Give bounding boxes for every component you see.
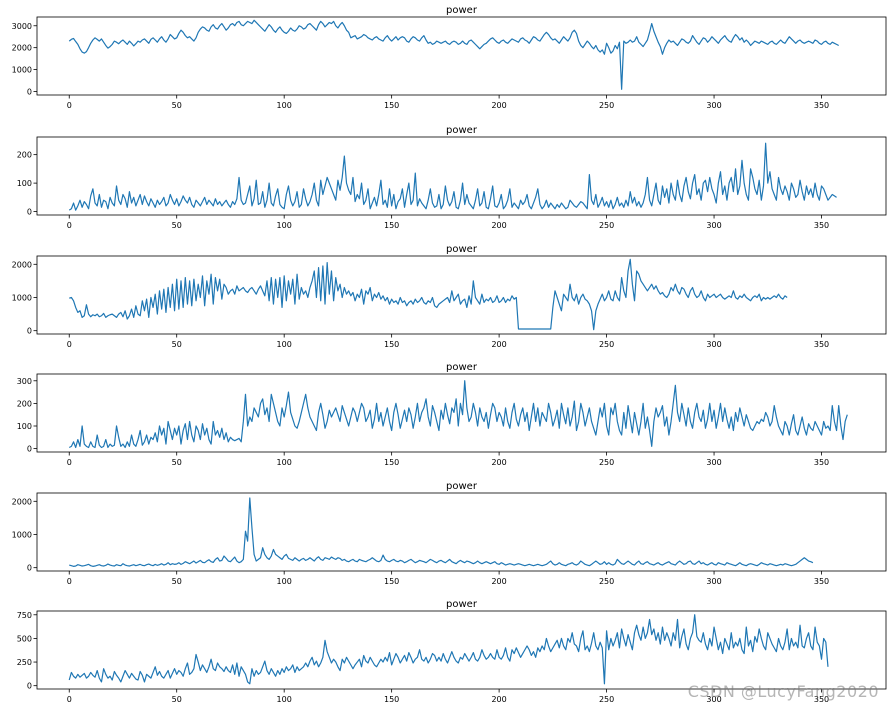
- subplot-3: power 0 50 100 150 200 250 300 350 0 1000 2000: [12, 244, 887, 349]
- x-tick-label: 300: [706, 221, 721, 230]
- x-tick-label: 350: [814, 458, 829, 467]
- x-tick-label: 150: [384, 577, 399, 586]
- x-tick-label: 200: [491, 101, 506, 110]
- subplot-6: power 0 50 100 150 200 250 300 350 0 250 500 750: [17, 599, 887, 704]
- axes-frame: [36, 610, 887, 690]
- x-tick-label: 100: [277, 458, 292, 467]
- subplot-title: power: [446, 599, 478, 610]
- x-tick-label: 0: [67, 458, 72, 467]
- y-tick-label: 200: [17, 151, 32, 160]
- x-tick-label: 0: [67, 577, 72, 586]
- subplot-title: power: [446, 5, 478, 16]
- x-tick-label: 300: [706, 577, 721, 586]
- x-tick-label: 250: [599, 340, 614, 349]
- x-tick-label: 100: [277, 695, 292, 704]
- watermark: CSDN @LucyFang2020: [687, 682, 879, 701]
- y-tick-label: 2000: [12, 44, 32, 53]
- y-tick-label: 250: [17, 658, 32, 667]
- y-tick-label: 2000: [12, 260, 32, 269]
- y-tick-label: 0: [27, 564, 32, 573]
- x-tick-label: 0: [67, 695, 72, 704]
- y-tick-label: 0: [27, 208, 32, 217]
- subplot-title: power: [446, 244, 478, 255]
- x-tick-label: 200: [491, 458, 506, 467]
- x-tick-label: 250: [599, 221, 614, 230]
- x-tick-label: 250: [599, 695, 614, 704]
- axes-frame: [36, 16, 887, 96]
- y-tick-label: 0: [27, 682, 32, 691]
- subplot-1: power 0 50 100 150 200 250 300 350 0 1000 2000 3000: [12, 5, 887, 110]
- series-line: [68, 142, 837, 211]
- x-tick-label: 250: [599, 101, 614, 110]
- y-tick-label: 2000: [12, 497, 32, 506]
- subplot-2: power 0 50 100 150 200 250 300 350 0 100 200: [17, 125, 887, 230]
- x-tick-label: 200: [491, 695, 506, 704]
- x-tick-label: 150: [384, 101, 399, 110]
- subplot-title: power: [446, 125, 478, 136]
- axes-frame: [36, 136, 887, 216]
- x-tick-label: 0: [67, 340, 72, 349]
- y-tick-label: 1000: [12, 530, 32, 539]
- x-tick-label: 0: [67, 101, 72, 110]
- y-tick-label: 1000: [12, 293, 32, 302]
- y-tick-label: 0: [27, 87, 32, 96]
- x-tick-label: 50: [172, 458, 182, 467]
- series-line: [69, 258, 788, 331]
- x-tick-label: 350: [814, 221, 829, 230]
- x-tick-label: 350: [814, 695, 829, 704]
- x-tick-label: 150: [384, 458, 399, 467]
- y-tick-label: 100: [17, 422, 32, 431]
- x-tick-label: 300: [706, 458, 721, 467]
- subplot-title: power: [446, 362, 478, 373]
- subplot-title: power: [446, 481, 478, 492]
- x-tick-label: 100: [277, 577, 292, 586]
- x-tick-label: 350: [814, 577, 829, 586]
- x-tick-label: 100: [277, 221, 292, 230]
- series-line: [69, 497, 814, 567]
- axes-frame: [36, 492, 887, 572]
- x-tick-label: 300: [706, 695, 721, 704]
- x-tick-label: 150: [384, 221, 399, 230]
- x-tick-label: 50: [172, 695, 182, 704]
- y-tick-label: 200: [17, 399, 32, 408]
- y-tick-label: 100: [17, 179, 32, 188]
- x-tick-label: 250: [599, 577, 614, 586]
- series-line: [68, 614, 829, 685]
- x-tick-label: 50: [172, 340, 182, 349]
- axes-frame: [36, 255, 887, 335]
- subplot-4: power 0 50 100 150 200 250 300 350 0 100 200 300: [17, 362, 887, 467]
- subplot-5: power 0 50 100 150 200 250 300 350 0 1000 2000: [12, 481, 887, 586]
- x-tick-label: 100: [277, 340, 292, 349]
- y-tick-label: 300: [17, 377, 32, 386]
- y-tick-label: 1000: [12, 66, 32, 75]
- y-tick-label: 0: [27, 327, 32, 336]
- x-tick-label: 350: [814, 340, 829, 349]
- x-tick-label: 100: [277, 101, 292, 110]
- x-tick-label: 150: [384, 340, 399, 349]
- x-tick-label: 200: [491, 577, 506, 586]
- series-line: [68, 19, 839, 90]
- y-tick-label: 0: [27, 445, 32, 454]
- y-tick-label: 3000: [12, 22, 32, 31]
- x-tick-label: 300: [706, 101, 721, 110]
- x-tick-label: 300: [706, 340, 721, 349]
- x-tick-label: 50: [172, 221, 182, 230]
- x-tick-label: 350: [814, 101, 829, 110]
- x-tick-label: 250: [599, 458, 614, 467]
- axes-frame: [36, 373, 887, 453]
- series-line: [68, 380, 848, 449]
- x-tick-label: 200: [491, 221, 506, 230]
- x-tick-label: 50: [172, 101, 182, 110]
- y-tick-label: 750: [17, 611, 32, 620]
- x-tick-label: 50: [172, 577, 182, 586]
- x-tick-label: 0: [67, 221, 72, 230]
- x-tick-label: 200: [491, 340, 506, 349]
- y-tick-label: 500: [17, 634, 32, 643]
- x-tick-label: 150: [384, 695, 399, 704]
